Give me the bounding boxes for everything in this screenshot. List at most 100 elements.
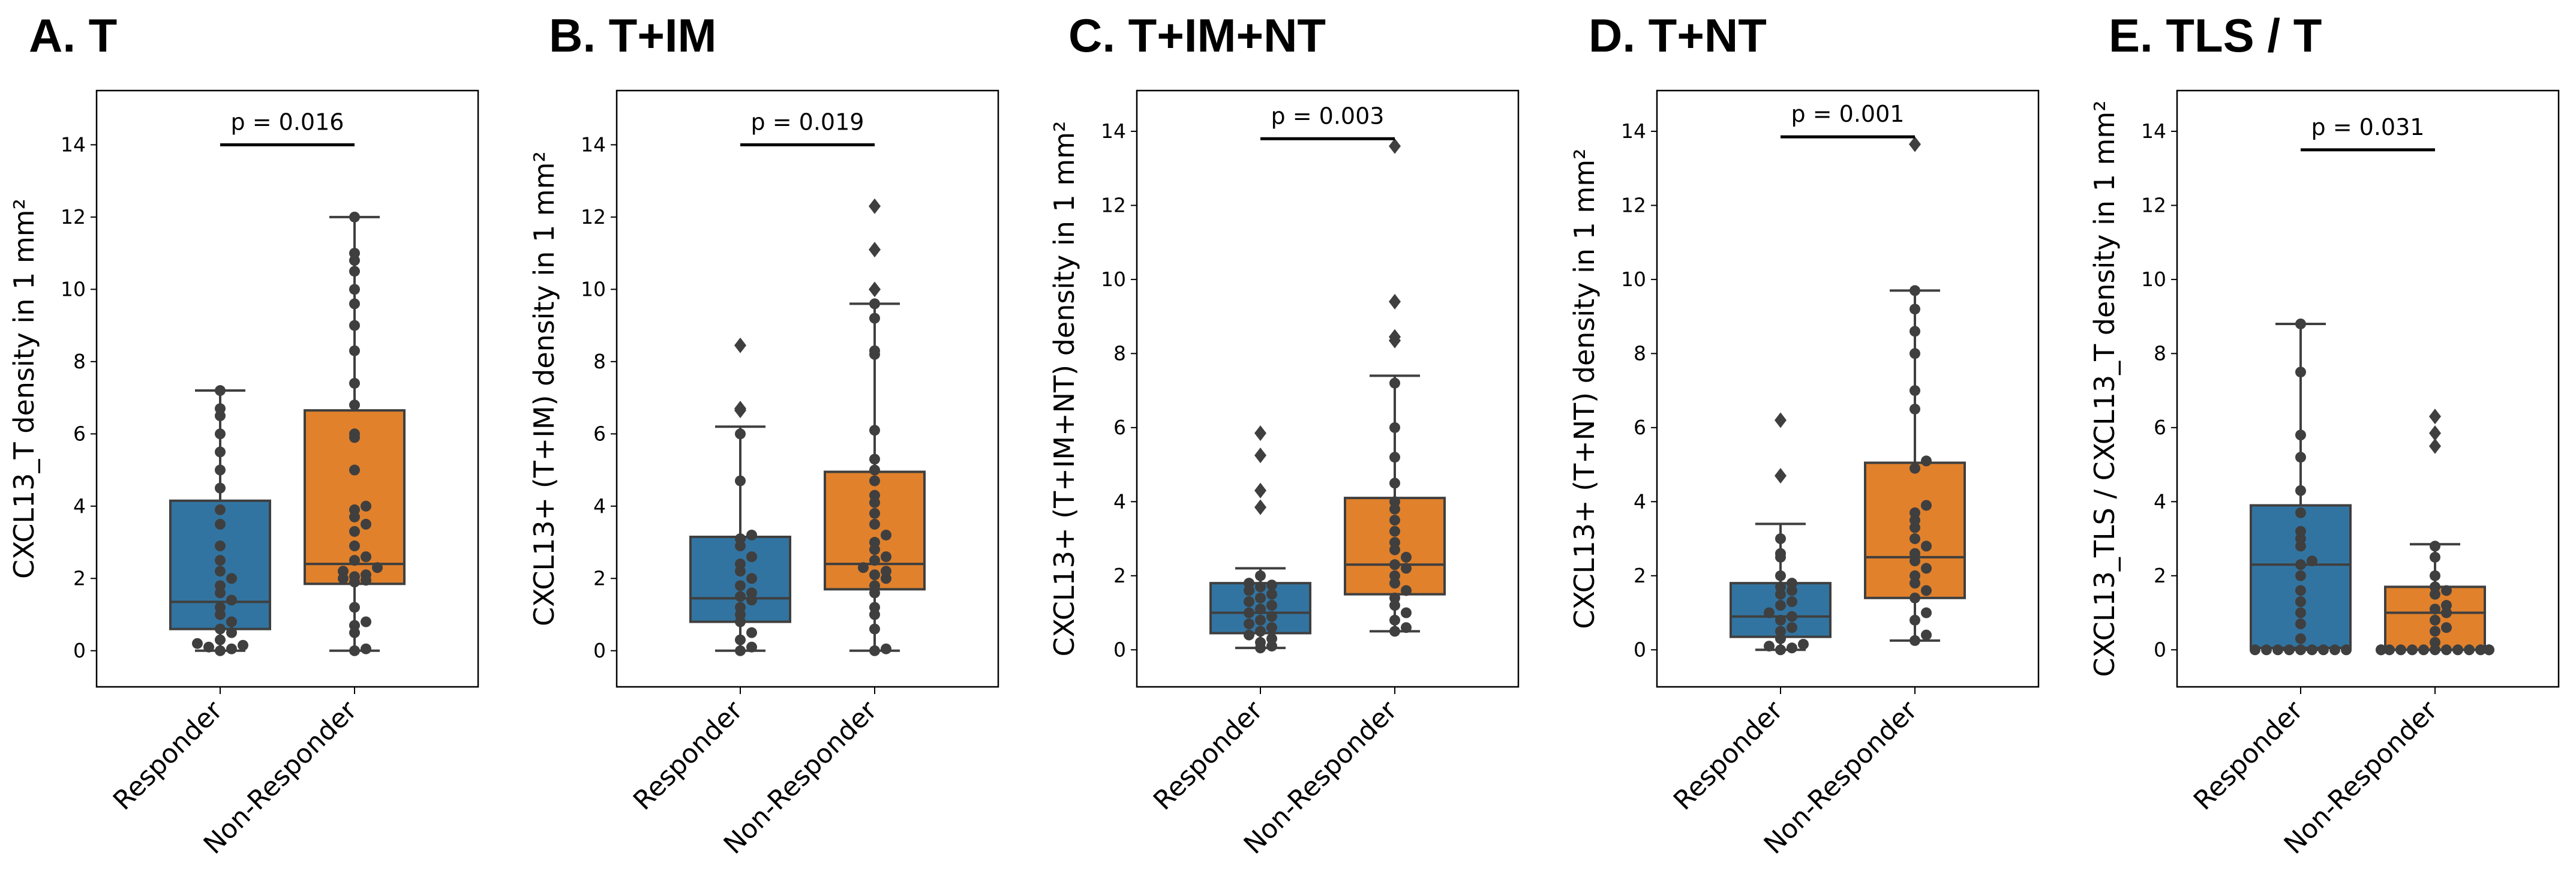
data-point: [1389, 452, 1400, 463]
data-point: [372, 562, 383, 573]
data-point: [1787, 585, 1797, 596]
data-point: [1910, 570, 1920, 581]
plot-frame: [1656, 89, 2040, 688]
y-tick-label: 10: [1621, 268, 1646, 291]
data-point: [2475, 644, 2486, 656]
data-point: [735, 428, 746, 440]
data-point: [1775, 548, 1786, 559]
y-tick-label: 12: [61, 205, 86, 229]
data-point: [1910, 462, 1920, 474]
data-point: [215, 645, 226, 656]
data-point: [1910, 578, 1920, 589]
data-point: [869, 555, 880, 566]
data-point: [1921, 540, 1932, 552]
panel-title: B. T+IM: [549, 9, 717, 62]
data-point: [238, 639, 248, 651]
data-point: [215, 580, 226, 591]
data-point: [1775, 644, 1786, 656]
data-point: [2452, 644, 2463, 656]
y-tick-label: 14: [1621, 119, 1646, 143]
series-non-responder: [1864, 136, 1966, 646]
data-point: [226, 627, 237, 638]
data-point: [1921, 629, 1932, 641]
data-point: [226, 616, 237, 627]
y-axis-label: CXCL13_TLS / CXCL13_T density in 1 mm²: [2088, 100, 2121, 677]
data-point: [349, 320, 360, 331]
outlier-marker: [2429, 438, 2441, 454]
data-point: [735, 645, 746, 656]
outlier-marker: [2429, 425, 2441, 441]
data-point: [215, 504, 226, 515]
y-tick-label: 2: [1634, 564, 1646, 587]
data-point: [1401, 622, 1412, 633]
data-point: [2307, 555, 2317, 567]
data-point: [215, 518, 226, 530]
data-point: [1910, 533, 1920, 545]
data-point: [349, 620, 360, 631]
data-point: [2295, 533, 2306, 545]
data-point: [869, 489, 880, 501]
data-point: [1244, 596, 1254, 607]
data-point: [349, 284, 360, 295]
data-point: [2407, 644, 2418, 656]
data-point: [226, 573, 237, 584]
y-axis-label: CXCL13+ (T+IM+NT) density in 1 mm²: [1048, 121, 1080, 657]
y-tick-label: 6: [1113, 416, 1126, 439]
data-point: [881, 551, 891, 563]
data-point: [2295, 507, 2306, 518]
panel-title: C. T+IM+NT: [1068, 9, 1326, 62]
data-point: [2430, 626, 2440, 637]
x-category-label: Responder: [1668, 695, 1789, 816]
y-tick-label: 14: [61, 133, 86, 156]
data-point: [1244, 618, 1254, 630]
data-point: [215, 566, 226, 577]
data-point: [1775, 614, 1786, 626]
data-point: [2295, 367, 2306, 378]
data-point: [1910, 635, 1920, 646]
data-point: [215, 602, 226, 613]
y-tick-label: 2: [1113, 564, 1126, 587]
data-point: [1255, 603, 1266, 615]
data-point: [215, 634, 226, 645]
data-point: [869, 453, 880, 465]
y-tick-label: 0: [1113, 638, 1126, 661]
data-point: [869, 537, 880, 548]
data-point: [2441, 600, 2452, 611]
data-point: [1775, 533, 1786, 545]
data-point: [1389, 525, 1400, 537]
data-point: [2295, 585, 2306, 596]
outlier-marker: [1254, 425, 1266, 441]
x-category-label: Responder: [628, 695, 749, 816]
data-point: [1389, 515, 1400, 526]
p-value-label: p = 0.003: [1271, 103, 1385, 129]
panel-title: E. TLS / T: [2109, 9, 2322, 62]
data-point: [1255, 581, 1266, 593]
data-point: [1266, 641, 1277, 652]
plot-frame: [616, 89, 999, 688]
p-value-label: p = 0.019: [751, 109, 864, 135]
data-point: [1910, 522, 1920, 533]
y-tick-label: 12: [1621, 193, 1646, 217]
data-point: [349, 248, 360, 259]
data-point: [1775, 633, 1786, 644]
plot-frame: [95, 89, 479, 688]
series-responder: [2250, 318, 2352, 656]
data-point: [1764, 607, 1775, 618]
data-point: [215, 446, 226, 458]
outlier-marker: [869, 198, 881, 214]
data-point: [2341, 644, 2352, 656]
data-point: [1910, 326, 1920, 337]
data-point: [361, 569, 371, 581]
y-tick-label: 14: [581, 133, 606, 156]
y-tick-label: 4: [593, 494, 606, 518]
data-point: [881, 566, 891, 577]
outlier-marker: [869, 281, 881, 298]
data-point: [2295, 618, 2306, 630]
data-point: [2318, 644, 2329, 656]
data-point: [1389, 537, 1400, 548]
data-point: [215, 403, 226, 415]
y-tick-label: 6: [593, 422, 606, 445]
data-point: [1787, 578, 1797, 589]
data-point: [2295, 644, 2306, 656]
